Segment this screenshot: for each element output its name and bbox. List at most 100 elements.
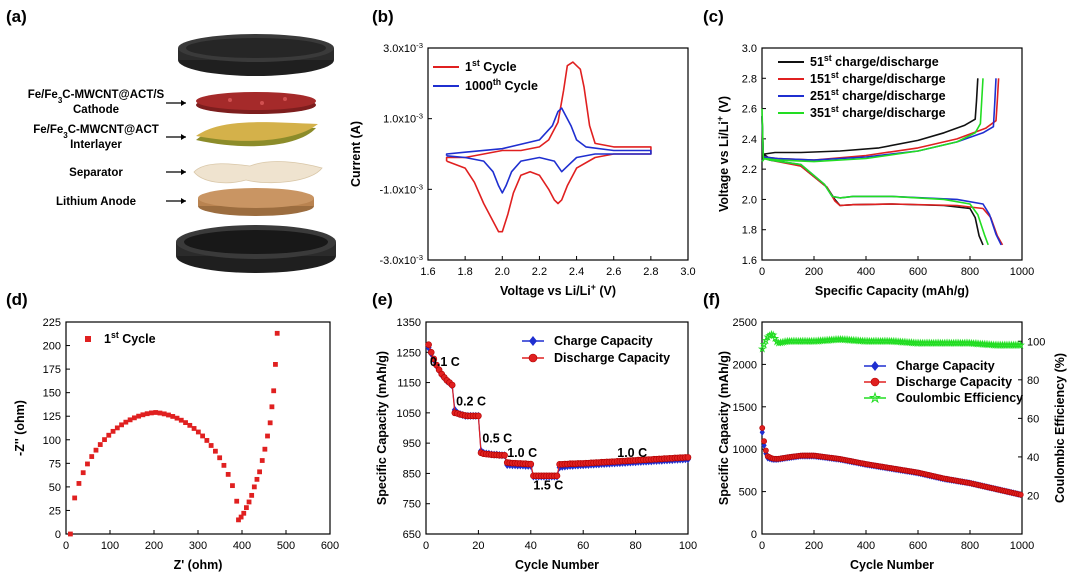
- tail-point: [241, 510, 247, 516]
- data-point: [684, 454, 692, 461]
- legend-entry-0: 1st Cycle: [433, 58, 517, 74]
- y-tick-label: 100: [43, 435, 61, 447]
- y-tick-label: 750: [403, 499, 421, 511]
- separator-layer: [193, 161, 323, 184]
- arc-point: [195, 429, 201, 435]
- x-tick-label: 200: [145, 540, 163, 552]
- legend-entry-1: Discharge Capacity: [864, 375, 1012, 389]
- data-point: [759, 340, 769, 349]
- y-tick-label: 125: [43, 411, 61, 423]
- tail-point: [244, 505, 249, 511]
- legend-entry-2: Coulombic Efficiency: [864, 391, 1023, 405]
- y-tick-label: 3.0: [742, 43, 757, 55]
- legend-entry-2: 251st charge/discharge: [778, 87, 946, 103]
- panel-label-e: (e): [372, 290, 393, 309]
- plot-frame: [65, 321, 331, 535]
- arc-point: [123, 419, 129, 425]
- data-point: [1016, 340, 1025, 349]
- arc-point: [234, 498, 240, 504]
- plot-frame: [761, 47, 1023, 261]
- panel-b-cv-chart: 1.6 1.8 2.0 2.2 2.4 2.6 2.8 3.0 -3.0x10-3 -1.0x10…: [349, 7, 696, 298]
- arc-point: [106, 432, 112, 438]
- arc-point: [85, 461, 90, 467]
- y-tick-label: 1.8: [742, 225, 757, 237]
- legend-entry-0: 51st charge/discharge: [778, 53, 939, 69]
- rate-annotation: 0.5 C: [482, 432, 512, 446]
- arc-point: [225, 471, 231, 477]
- x-tick-label: 1000: [1010, 266, 1034, 278]
- panel-a-schematic: (a) Fe/F: [6, 7, 336, 273]
- arc-point: [131, 415, 137, 421]
- y-axis-label: Current (A): [349, 121, 363, 187]
- data-point: [553, 472, 561, 480]
- arc-point: [76, 481, 82, 486]
- x-tick-label: 2.8: [643, 266, 658, 278]
- cell-label-interlayer-line2: Interlayer: [70, 139, 122, 151]
- panel-c-charge-discharge-chart: 0 200 400 600 800 1000 1.6 1.8 2.0 2.2 2.4 2.6 2.8 3.…: [703, 7, 1034, 298]
- charge-curve-0: [761, 78, 979, 162]
- arc-point: [93, 447, 99, 453]
- arc-point: [136, 413, 142, 419]
- arc-point: [187, 422, 193, 428]
- y-tick-label: 175: [43, 364, 61, 376]
- y-right-tick-label: 100: [1027, 336, 1045, 348]
- plot-frame: [425, 321, 689, 535]
- y-tick-label: 3.0x10-3: [383, 41, 423, 56]
- arc-point: [204, 438, 210, 443]
- y-tick-label: 2.2: [742, 164, 757, 176]
- x-tick-label: 300: [189, 540, 207, 552]
- y-tick-label: 0: [751, 529, 757, 541]
- arc-point: [97, 442, 103, 447]
- legend-label: Discharge Capacity: [554, 351, 670, 365]
- plot-frame: [427, 47, 689, 261]
- data-point: [1017, 491, 1024, 498]
- x-axis-label: Cycle Number: [515, 558, 599, 572]
- panel-label-b: (b): [372, 7, 394, 26]
- x-tick-label: 800: [961, 266, 979, 278]
- y-tick-label: 1150: [397, 378, 421, 390]
- y-tick-label: 50: [49, 482, 61, 494]
- panel-f-cycling-chart: 0 200 400 600 800 1000 0 500 1000 1500 2000 2500 Cyc…: [703, 290, 1067, 572]
- arc-point: [110, 428, 116, 434]
- rate-annotation: 1.5 C: [533, 478, 563, 492]
- top-casing: [178, 34, 334, 76]
- cell-label-anode-text: Lithium Anode: [56, 196, 136, 208]
- y-tick-label: 150: [43, 388, 61, 400]
- x-tick-label: 40: [525, 540, 537, 552]
- y-tick-label: 850: [403, 468, 421, 480]
- tail-point: [274, 330, 280, 336]
- arc-point: [68, 531, 73, 537]
- legend-label: 1st Cycle: [104, 330, 156, 346]
- x-tick-label: 400: [857, 266, 875, 278]
- tail-point: [273, 362, 278, 367]
- data-point: [430, 355, 438, 363]
- x-tick-label: 600: [909, 266, 927, 278]
- rate-annotation: 1.0 C: [617, 446, 647, 460]
- panel-e-rate-chart: 0 20 40 60 80 100 650 750 850 950 1050 1150 1250 1350…: [372, 290, 697, 572]
- x-tick-label: 0: [759, 540, 765, 552]
- tail-point: [246, 499, 252, 505]
- cell-label-separator-text: Separator: [69, 167, 123, 179]
- y-axis-label: -Z'' (ohm): [13, 400, 27, 456]
- x-tick-label: 1.6: [420, 266, 435, 278]
- x-tick-label: 200: [805, 540, 823, 552]
- y-tick-label: 1350: [397, 317, 421, 329]
- legend-label: 351st charge/discharge: [810, 104, 946, 120]
- legend-label: Charge Capacity: [896, 359, 995, 373]
- y-right-tick-label: 60: [1027, 413, 1039, 425]
- bottom-casing: [176, 225, 336, 273]
- data-point: [427, 348, 435, 356]
- x-tick-label: 20: [472, 540, 484, 552]
- y-tick-label: 1.6: [742, 255, 757, 267]
- cell-label-cathode: Fe/Fe3C-MWCNT@ACT/S Cathode: [28, 89, 186, 116]
- arc-point: [127, 417, 133, 423]
- rate-annotation: 1.0 C: [507, 446, 537, 460]
- tail-point: [269, 404, 275, 410]
- legend-marker: [870, 377, 880, 387]
- data-point: [761, 438, 767, 445]
- y-tick-label: 25: [49, 505, 61, 517]
- x-tick-label: 400: [233, 540, 251, 552]
- tail-point: [251, 484, 257, 490]
- arc-point: [174, 415, 180, 421]
